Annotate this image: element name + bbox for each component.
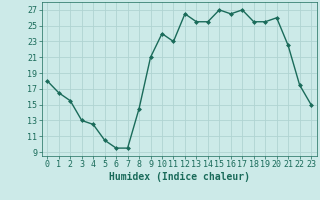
X-axis label: Humidex (Indice chaleur): Humidex (Indice chaleur): [109, 172, 250, 182]
